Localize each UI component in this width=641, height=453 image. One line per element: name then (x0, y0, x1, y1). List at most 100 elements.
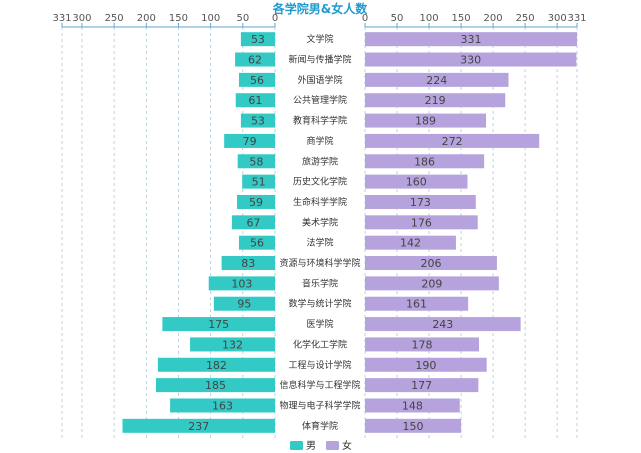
left-axis-tick-label: 50 (236, 13, 249, 24)
category-label: 公共管理学院 (293, 94, 347, 106)
male-value-label: 103 (231, 277, 252, 290)
female-bar (365, 32, 577, 47)
female-bar (365, 215, 478, 230)
male-value-label: 182 (206, 359, 227, 372)
female-value-label: 224 (426, 74, 447, 87)
male-value-label: 62 (248, 54, 262, 67)
male-bar (208, 276, 275, 291)
category-label: 化学化工学院 (293, 338, 347, 350)
female-value-label: 190 (415, 359, 436, 372)
female-value-label: 219 (425, 94, 446, 107)
female-bar (365, 194, 476, 209)
male-bar (235, 93, 275, 108)
category-label: 物理与电子科学学院 (279, 399, 360, 411)
male-value-label: 132 (222, 338, 243, 351)
category-label: 教育科学学院 (293, 115, 347, 127)
female-value-label: 243 (432, 318, 453, 331)
male-bar (238, 235, 275, 250)
male-bar (122, 418, 275, 433)
category-label: 生命科学学院 (293, 196, 347, 208)
female-bar (365, 357, 487, 372)
male-bar (155, 378, 275, 393)
female-value-label: 189 (415, 115, 436, 128)
female-value-label: 148 (402, 399, 423, 412)
category-label: 文学院 (306, 33, 333, 45)
female-bar (365, 378, 479, 393)
left-axis-tick-label: 250 (105, 13, 124, 24)
female-value-label: 178 (412, 338, 433, 351)
grid-lines (61, 27, 578, 438)
category-label: 资源与环境科学学院 (279, 257, 360, 269)
category-label: 新闻与传播学院 (288, 54, 351, 66)
male-value-label: 53 (251, 115, 265, 128)
male-value-label: 185 (205, 379, 226, 392)
male-value-label: 56 (250, 237, 264, 250)
left-axis-tick-label: 331 (52, 13, 71, 24)
male-bar (240, 32, 275, 47)
female-bar (365, 398, 460, 413)
male-bar (224, 133, 275, 148)
legend-label[interactable]: 男 (306, 440, 316, 452)
female-value-label: 272 (442, 135, 463, 148)
category-labels: 文学院新闻与传播学院外国语学院公共管理学院教育科学学院商学院旅游学院历史文化学院… (279, 33, 360, 432)
male-bar (221, 256, 275, 271)
female-bar (365, 154, 485, 169)
left-axis-tick-label: 100 (201, 13, 220, 24)
legend-swatch[interactable] (326, 441, 339, 450)
male-value-label: 58 (249, 155, 263, 168)
category-label: 体育学院 (302, 420, 338, 432)
female-bar (365, 418, 462, 433)
female-value-label: 150 (403, 420, 424, 433)
legend-swatch[interactable] (290, 441, 303, 450)
male-bar (231, 215, 275, 230)
male-bar (237, 194, 275, 209)
male-bar (213, 296, 275, 311)
female-value-label: 331 (461, 33, 482, 46)
legend-label[interactable]: 女 (342, 439, 352, 452)
male-value-label: 163 (212, 399, 233, 412)
category-label: 音乐学院 (302, 277, 338, 289)
male-value-label: 59 (249, 196, 263, 209)
male-bar (157, 357, 275, 372)
left-axis-tick-label: 0 (272, 13, 278, 24)
female-value-label: 330 (460, 54, 481, 67)
category-label: 外国语学院 (297, 74, 342, 86)
chart-title: 各学院男&女人数 (272, 1, 368, 16)
male-bar (170, 398, 275, 413)
category-label: 商学院 (306, 135, 333, 147)
female-value-label: 173 (410, 196, 431, 209)
category-label: 数学与统计学院 (288, 298, 351, 310)
right-axis-tick-label: 250 (516, 13, 535, 24)
female-value-label: 177 (411, 379, 432, 392)
female-bar (365, 296, 469, 311)
male-value-label: 53 (251, 33, 265, 46)
male-bar (162, 317, 275, 332)
left-axis-tick-label: 150 (169, 13, 188, 24)
left-axis-tick-label: 300 (72, 13, 91, 24)
category-label: 信息科学与工程学院 (279, 379, 360, 391)
series-female-bars: 331 330 224 219 189 272 186 160 173 176 142 206 209 1… (365, 32, 577, 433)
right-axis-tick-label: 50 (391, 13, 404, 24)
axes: 331 300 250 200 150 100 50 0 0 50 100 150 200 250 300 3… (52, 13, 587, 28)
female-bar (365, 174, 468, 189)
female-bar (365, 93, 506, 108)
female-bar (365, 72, 509, 87)
female-value-label: 176 (411, 216, 432, 229)
male-value-label: 61 (248, 94, 262, 107)
category-label: 法学院 (306, 237, 333, 249)
category-label: 工程与设计学院 (288, 359, 351, 371)
male-value-label: 51 (252, 176, 266, 189)
female-value-label: 161 (406, 298, 427, 311)
female-bar (365, 133, 540, 148)
male-value-label: 67 (246, 216, 260, 229)
legend[interactable]: 男女 (290, 439, 352, 452)
male-value-label: 95 (237, 298, 251, 311)
female-value-label: 206 (420, 257, 441, 270)
female-bar (365, 256, 497, 271)
male-bar (238, 72, 275, 87)
right-axis-tick-label: 0 (362, 13, 368, 24)
right-axis-tick-label: 331 (567, 13, 586, 24)
male-value-label: 175 (208, 318, 229, 331)
